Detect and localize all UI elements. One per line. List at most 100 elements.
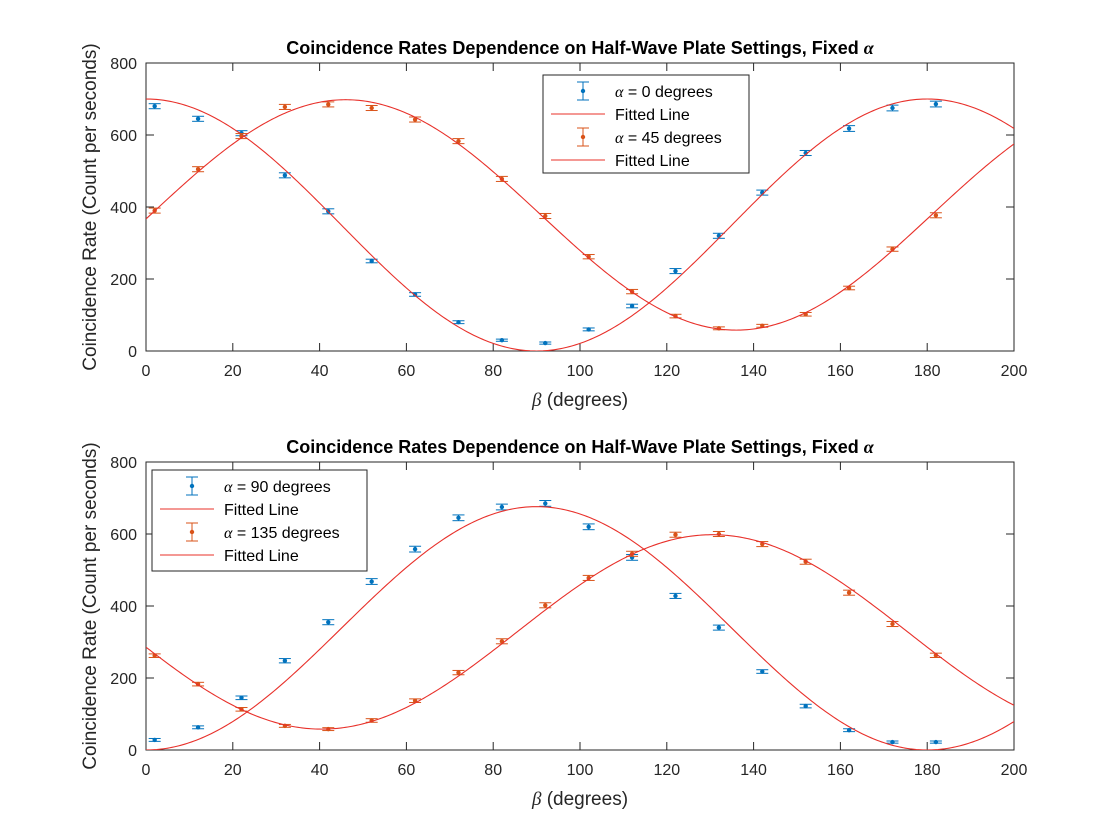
chart-panel-1: 0 20 40 60 80 100 120 140 160 180 200 0 200 400 600 800… bbox=[80, 38, 1027, 411]
legend-box bbox=[151, 469, 368, 572]
legend-marker-icon bbox=[580, 134, 586, 140]
data-point bbox=[673, 593, 678, 599]
data-point bbox=[586, 327, 591, 332]
x-tick-label: 180 bbox=[914, 363, 941, 380]
data-point bbox=[933, 101, 939, 107]
legend-entry-symbol: α bbox=[615, 84, 624, 101]
fitted-line-2 bbox=[146, 506, 1014, 750]
legend-entry-symbol: α bbox=[615, 130, 624, 147]
legend-entry: Fitted Line bbox=[615, 153, 690, 170]
data-point bbox=[152, 104, 157, 109]
y-tick-label: 0 bbox=[128, 344, 137, 361]
x-tick-label: 0 bbox=[142, 762, 151, 779]
data-point bbox=[369, 105, 374, 111]
data-point bbox=[890, 105, 895, 111]
y-tick-label: 600 bbox=[110, 527, 137, 544]
data-point bbox=[499, 338, 505, 343]
x-tick-label: 180 bbox=[914, 762, 941, 779]
data-point bbox=[673, 532, 678, 537]
legend-entry: α = 45 degrees bbox=[615, 130, 722, 147]
y-tick-label: 800 bbox=[110, 56, 137, 73]
legend-box bbox=[542, 74, 750, 174]
legend-entry-symbol: α bbox=[224, 525, 233, 542]
x-tick-label: 0 bbox=[142, 363, 151, 380]
data-point bbox=[760, 669, 765, 674]
x-tick-label: 200 bbox=[1001, 363, 1028, 380]
x-axis-label-text: (degrees) bbox=[541, 390, 628, 411]
chart-title-symbol: α bbox=[864, 437, 875, 457]
legend-entry-text: = 90 degrees bbox=[232, 479, 330, 496]
data-point bbox=[716, 625, 722, 630]
x-tick-label: 40 bbox=[311, 363, 329, 380]
legend-entry: α = 90 degrees bbox=[224, 479, 331, 496]
data-point bbox=[456, 320, 461, 325]
legend-entry-symbol: α bbox=[224, 479, 233, 496]
data-layer bbox=[146, 500, 1014, 750]
data-point bbox=[369, 258, 374, 264]
x-axis-label-symbol: β bbox=[531, 789, 542, 810]
data-point bbox=[412, 117, 418, 122]
x-axis-label-text: (degrees) bbox=[541, 789, 628, 810]
legend-entry-text: = 0 degrees bbox=[623, 84, 712, 101]
data-point bbox=[543, 501, 548, 506]
data-point bbox=[846, 590, 852, 595]
series-1 bbox=[148, 100, 942, 346]
x-tick-label: 60 bbox=[398, 363, 416, 380]
data-point bbox=[412, 698, 418, 703]
x-tick-label: 80 bbox=[484, 363, 502, 380]
data-point bbox=[803, 703, 808, 709]
data-point bbox=[933, 739, 939, 745]
y-tick-label: 400 bbox=[110, 200, 137, 217]
fitted-line-2 bbox=[146, 98, 1014, 351]
data-point bbox=[716, 531, 722, 537]
y-tick-label: 0 bbox=[128, 743, 137, 760]
legend-marker-icon bbox=[580, 88, 586, 94]
data-point bbox=[282, 173, 288, 178]
series-1 bbox=[148, 500, 942, 745]
series-3 bbox=[148, 530, 942, 732]
x-tick-label: 80 bbox=[484, 762, 502, 779]
x-tick-label: 200 bbox=[1001, 762, 1028, 779]
data-point bbox=[195, 116, 201, 122]
data-point bbox=[586, 524, 591, 529]
chart-title-text: Coincidence Rates Dependence on Half-Wav… bbox=[286, 38, 863, 58]
legend-entry: α = 0 degrees bbox=[615, 84, 713, 101]
chart-title-text: Coincidence Rates Dependence on Half-Wav… bbox=[286, 437, 863, 457]
data-point bbox=[890, 739, 895, 745]
x-tick-label: 160 bbox=[827, 762, 854, 779]
data-point bbox=[543, 340, 548, 346]
y-axis-label: Coincidence Rate (Count per seconds) bbox=[80, 442, 101, 769]
data-point bbox=[326, 102, 331, 107]
y-tick-label: 200 bbox=[110, 671, 137, 688]
data-point bbox=[456, 515, 461, 520]
data-point bbox=[195, 725, 201, 730]
x-axis-label: β (degrees) bbox=[531, 789, 628, 810]
data-point bbox=[239, 695, 244, 700]
chart-title: Coincidence Rates Dependence on Half-Wav… bbox=[286, 437, 874, 457]
x-axis-label: β (degrees) bbox=[531, 390, 628, 411]
data-point bbox=[282, 104, 288, 110]
legend-entry: Fitted Line bbox=[615, 107, 690, 124]
data-point bbox=[846, 126, 852, 131]
chart-title: Coincidence Rates Dependence on Half-Wav… bbox=[286, 38, 874, 58]
y-tick-label: 400 bbox=[110, 599, 137, 616]
data-point bbox=[412, 292, 418, 297]
data-point bbox=[369, 579, 374, 584]
legend: α = 90 degrees Fitted Line α = 135 degrees… bbox=[151, 469, 368, 572]
y-axis-label: Coincidence Rate (Count per seconds) bbox=[80, 43, 101, 370]
data-point bbox=[412, 546, 418, 552]
data-point bbox=[456, 138, 461, 144]
legend-entry: α = 135 degrees bbox=[224, 525, 340, 542]
data-layer bbox=[146, 98, 1014, 351]
x-tick-label: 140 bbox=[740, 363, 767, 380]
x-tick-label: 120 bbox=[653, 363, 680, 380]
x-tick-label: 60 bbox=[398, 762, 416, 779]
x-tick-label: 120 bbox=[653, 762, 680, 779]
data-point bbox=[586, 575, 591, 581]
legend-entry-text: = 45 degrees bbox=[623, 130, 721, 147]
chart-title-symbol: α bbox=[864, 38, 875, 58]
data-point bbox=[673, 268, 678, 274]
data-point bbox=[326, 620, 331, 625]
